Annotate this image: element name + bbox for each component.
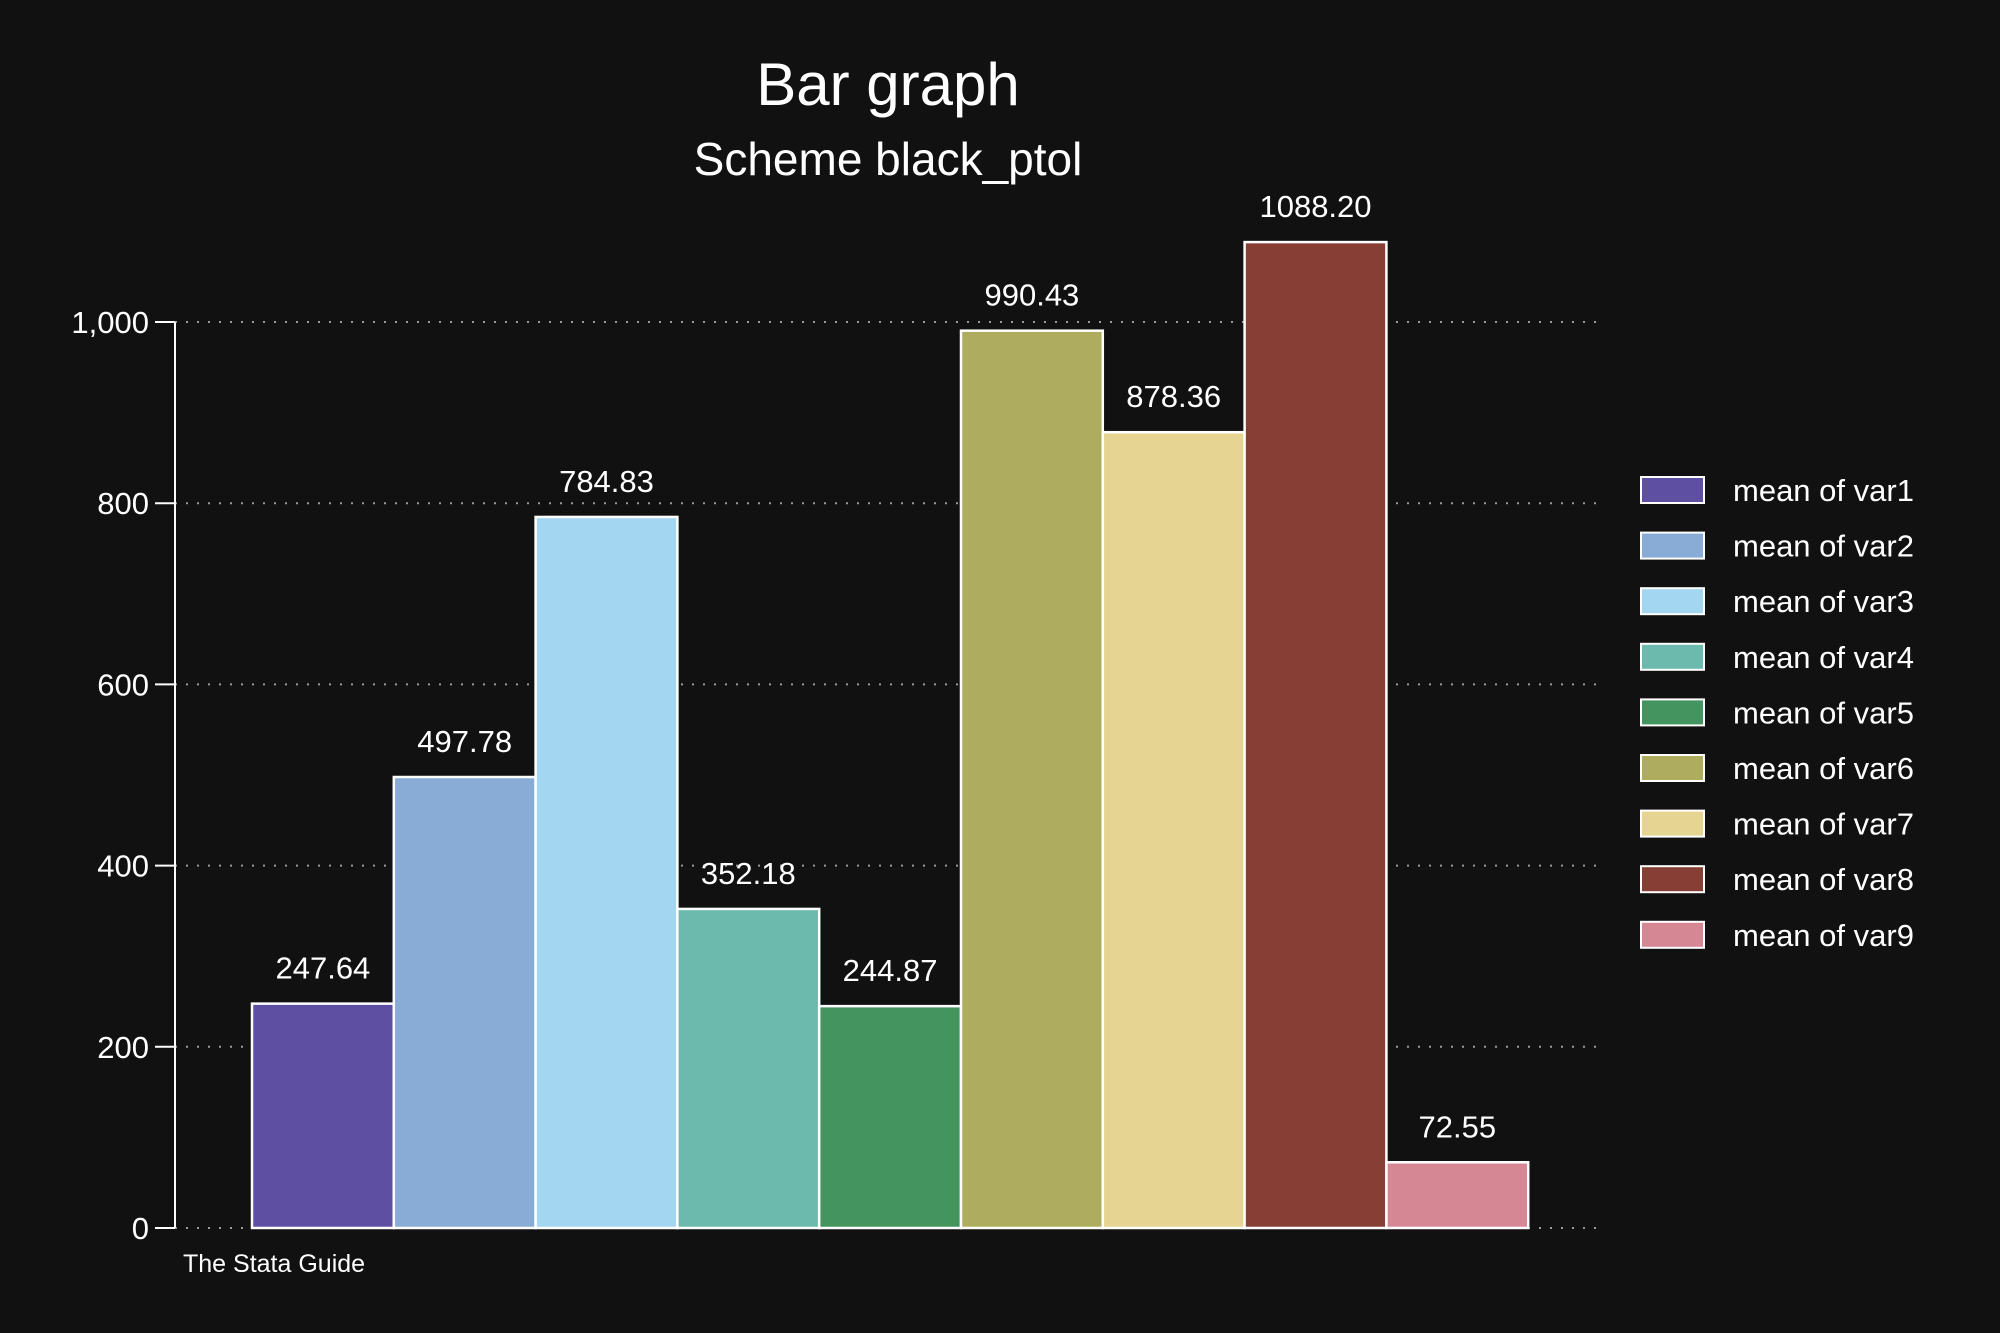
legend: mean of var1 mean of var2 mean of var3 mean… [1640,473,1914,953]
bar-value-label: 247.64 [275,951,370,986]
bar [534,515,679,1230]
legend-label: mean of var9 [1733,918,1914,953]
bar-value-label: 1088.20 [1259,189,1371,224]
bar [250,1002,396,1230]
legend-label: mean of var3 [1733,584,1914,619]
bar-value-label: 352.18 [701,856,796,891]
legend-swatch [1640,531,1705,560]
bar-value-label: 244.87 [843,953,938,988]
y-tick-label: 1,000 [71,305,149,340]
bar [1243,240,1388,1230]
y-tick-label: 800 [97,486,149,521]
legend-label: mean of var5 [1733,695,1914,730]
bar-labels: 247.64 497.78 784.83 352.18 244.87 990.43 878.… [275,189,1496,1144]
chart-subtitle: Scheme black_ptol [694,133,1083,185]
legend-swatch [1640,698,1705,727]
legend-swatch [1640,809,1705,838]
legend-label: mean of var4 [1733,640,1914,675]
y-axis: 0 200 400 600 800 1,000 [71,305,176,1246]
bar-value-label: 990.43 [984,278,1079,313]
legend-label: mean of var1 [1733,473,1914,508]
y-tick-label: 400 [97,849,149,884]
bar-value-label: 497.78 [417,724,512,759]
legend-label: mean of var2 [1733,529,1914,564]
y-tick-label: 0 [132,1211,149,1246]
bar [817,1004,963,1230]
legend-swatch [1640,754,1705,782]
y-tick-label: 600 [97,667,149,702]
bar-value-label: 72.55 [1419,1109,1497,1144]
bar [392,775,537,1230]
legend-swatch [1640,865,1705,894]
legend-label: mean of var6 [1733,751,1914,786]
legend-swatch [1640,920,1705,949]
chart-title: Bar graph [756,51,1020,118]
chart-note: The Stata Guide [183,1250,365,1278]
bar [959,329,1105,1230]
bar [1101,430,1246,1230]
bar-value-label: 784.83 [559,464,654,499]
legend-swatch [1640,476,1705,504]
legend-label: mean of var7 [1733,807,1914,842]
bar [676,907,821,1230]
bar-value-label: 878.36 [1126,379,1221,414]
y-tick-label: 200 [97,1030,149,1065]
legend-swatch [1640,642,1705,671]
legend-label: mean of var8 [1733,862,1914,897]
legend-swatch [1640,587,1705,616]
bars [250,240,1530,1230]
bar [1385,1161,1530,1230]
